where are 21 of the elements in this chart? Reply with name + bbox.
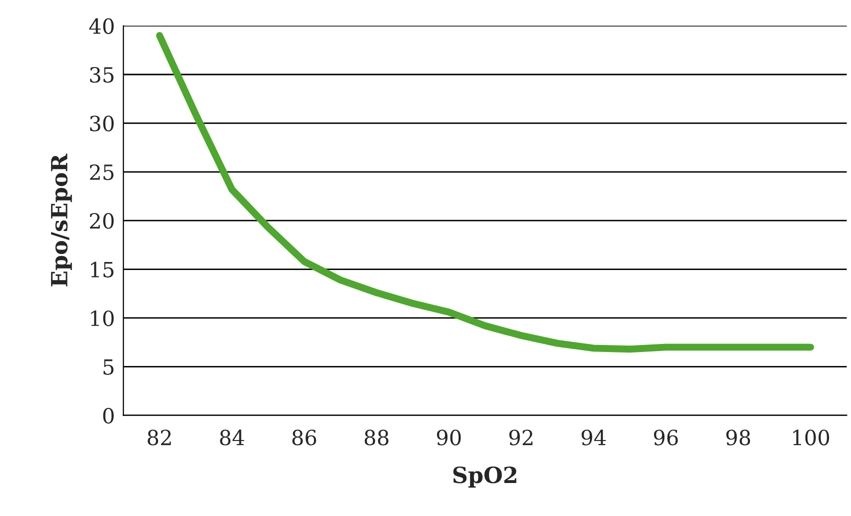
y-tick-label: 40 xyxy=(89,18,114,34)
y-tick-label: 20 xyxy=(90,213,114,229)
y-tick-label: 0 xyxy=(103,408,114,424)
y-tick-label: 35 xyxy=(90,66,114,83)
x-tick-label: 98 xyxy=(726,430,750,446)
x-tick-label: 86 xyxy=(292,430,316,446)
y-tick-label: 10 xyxy=(91,310,114,326)
x-axis-title: SpO2 xyxy=(453,466,516,488)
y-tick-label: 15 xyxy=(91,262,114,278)
y-tick-label: 25 xyxy=(90,164,114,180)
y-axis-title: Epo/sEpoR xyxy=(51,154,72,286)
y-tick-label: 5 xyxy=(104,359,114,375)
y-tick-label: 30 xyxy=(90,116,114,132)
x-tick-label: 82 xyxy=(148,430,171,446)
x-tick-label: 92 xyxy=(509,430,532,446)
x-tick-label: 90 xyxy=(436,430,461,446)
x-tick-label: 96 xyxy=(654,430,678,446)
x-tick-label: 84 xyxy=(220,430,244,446)
x-tick-label: 100 xyxy=(793,430,830,446)
x-tick-label: 88 xyxy=(364,430,388,446)
x-tick-label: 94 xyxy=(582,430,606,446)
